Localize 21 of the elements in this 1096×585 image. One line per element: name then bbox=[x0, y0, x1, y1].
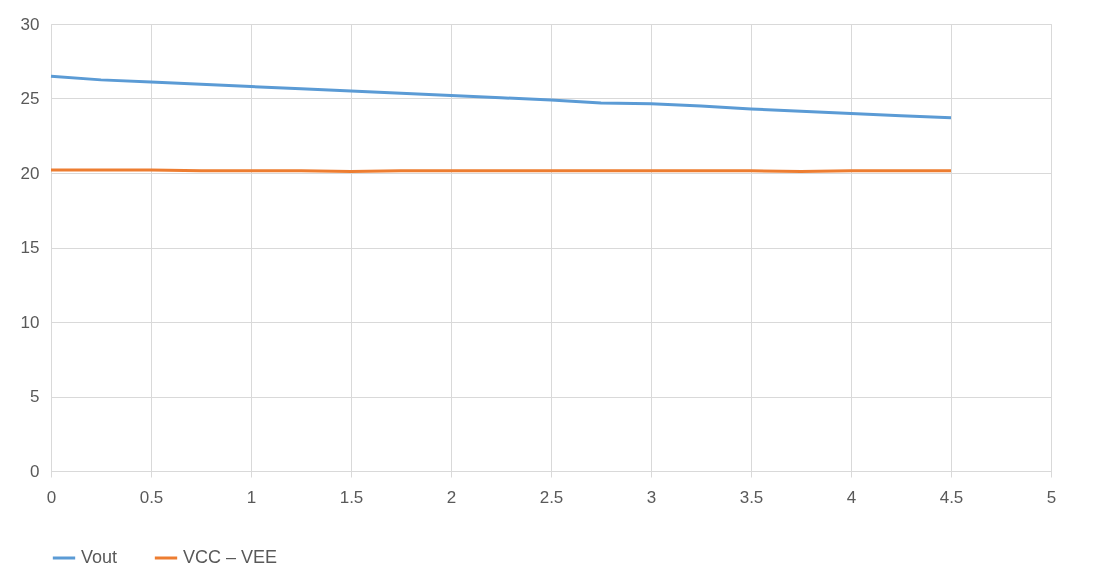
x-tick-label: 4.5 bbox=[939, 487, 964, 507]
x-tick-label: 1 bbox=[246, 487, 257, 507]
x-tick-label: 1.5 bbox=[339, 487, 364, 507]
y-tick-label: 25 bbox=[20, 89, 40, 108]
x-tick-label: 3 bbox=[646, 487, 657, 507]
y-tick-label: 30 bbox=[20, 14, 40, 34]
line-series bbox=[49, 74, 953, 120]
y-tick-label: 5 bbox=[30, 387, 40, 406]
x-tick-label: 4 bbox=[846, 487, 857, 507]
y-tick-label: 20 bbox=[20, 163, 40, 183]
x-tick-label: 0.5 bbox=[139, 487, 164, 507]
legend-label: VCC – VEE bbox=[183, 547, 278, 567]
x-tick-label: 2.5 bbox=[539, 487, 564, 507]
y-tick-label: 10 bbox=[20, 312, 40, 332]
x-tick-label: 3.5 bbox=[739, 487, 764, 507]
y-tick-label: 0 bbox=[30, 461, 40, 481]
x-tick-label: 2 bbox=[446, 487, 457, 507]
y-tick-label: 15 bbox=[20, 238, 40, 257]
legend-label: Vout bbox=[81, 547, 118, 567]
x-tick-label: 5 bbox=[1046, 487, 1057, 507]
x-tick-label: 0 bbox=[46, 487, 57, 507]
